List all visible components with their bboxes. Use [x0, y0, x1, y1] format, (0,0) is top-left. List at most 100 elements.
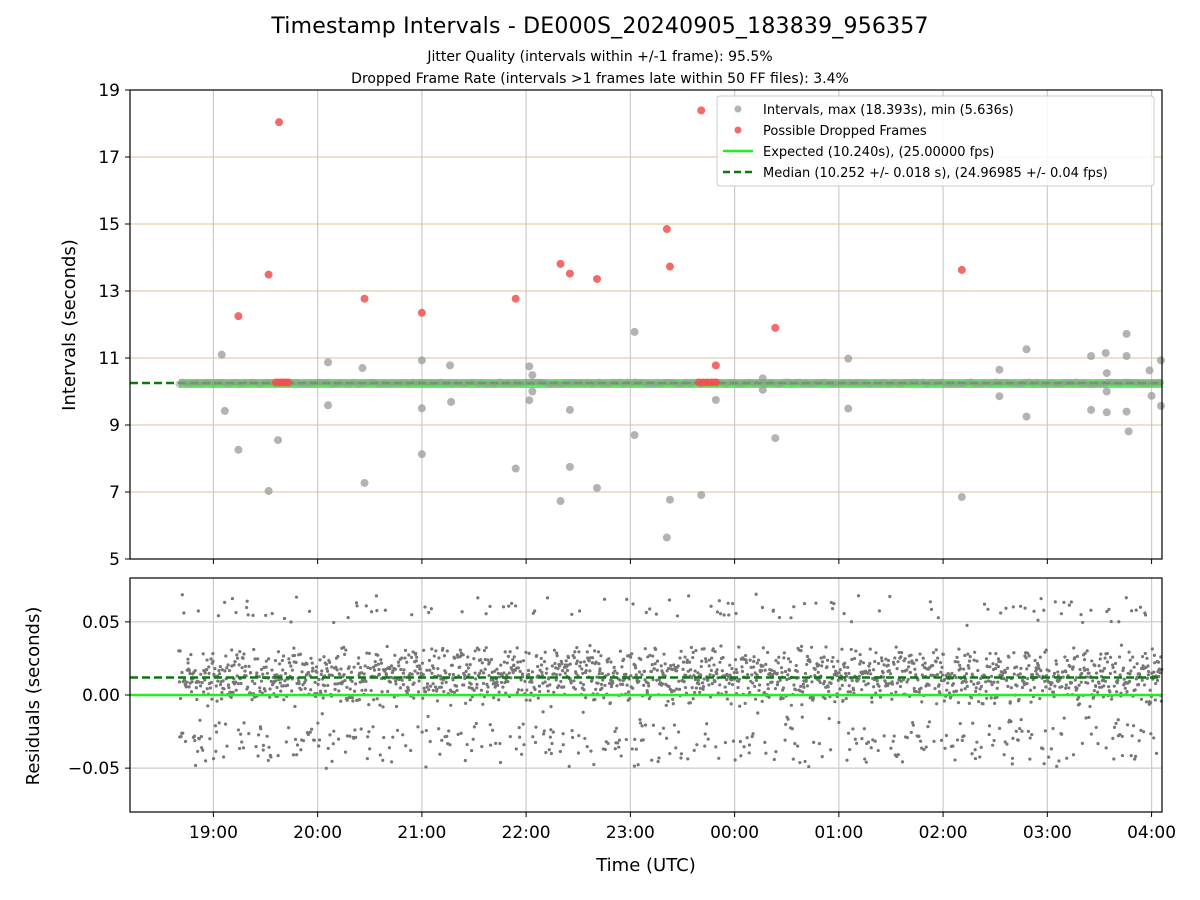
residual-point	[410, 672, 414, 676]
residual-point	[774, 658, 778, 663]
residual-point	[463, 673, 467, 677]
interval-point	[417, 404, 426, 413]
residual-point	[991, 662, 995, 666]
residual-point	[492, 696, 496, 700]
residual-point	[875, 679, 879, 683]
residual-point	[508, 650, 512, 654]
legend: Intervals, max (18.393s), min (5.636s) P…	[716, 95, 1155, 187]
residual-point	[1107, 685, 1111, 689]
residual-point	[776, 680, 780, 684]
residual-point	[870, 696, 874, 700]
residual-point	[486, 685, 490, 689]
residual-point	[1048, 687, 1052, 691]
residual-point	[587, 659, 591, 663]
residual-point	[1078, 667, 1082, 672]
residual-point	[1036, 663, 1040, 667]
residual-point	[280, 658, 284, 663]
residual-point	[240, 666, 244, 670]
residual-point	[371, 665, 376, 669]
residual-point	[330, 665, 334, 669]
residual-point	[216, 679, 220, 683]
residual-point	[972, 682, 976, 686]
residual-point	[1018, 672, 1022, 676]
residual-point	[389, 664, 394, 668]
residual-point	[809, 645, 814, 649]
residual-point	[956, 701, 961, 705]
residual-point	[474, 677, 478, 681]
residual-point	[421, 673, 425, 677]
residual-point	[737, 677, 741, 681]
residual-point	[967, 701, 971, 705]
residual-point	[436, 667, 440, 671]
residual-point	[693, 690, 697, 695]
residual-point	[706, 737, 710, 741]
residual-point	[724, 690, 728, 694]
residual-point	[501, 685, 505, 689]
residual-point	[547, 676, 551, 680]
residual-point	[831, 665, 836, 669]
residual-point	[333, 682, 337, 686]
residual-point	[519, 752, 524, 756]
residual-point	[718, 612, 723, 616]
residual-point	[915, 658, 919, 662]
residual-point	[789, 703, 793, 707]
residual-point	[1109, 697, 1114, 701]
residual-point	[552, 648, 557, 652]
residual-point	[568, 662, 572, 666]
residual-point	[365, 651, 369, 655]
residual-point	[889, 746, 893, 750]
residual-point	[1075, 654, 1080, 658]
residual-point	[342, 673, 346, 677]
residual-point	[235, 653, 239, 657]
residual-point	[533, 609, 537, 613]
residual-point	[900, 669, 905, 673]
residual-point	[224, 654, 228, 658]
residual-point	[984, 680, 988, 684]
residual-point	[842, 611, 846, 616]
residual-point	[442, 689, 446, 694]
residual-point	[240, 740, 244, 744]
residual-point	[1135, 675, 1139, 679]
residual-point	[995, 695, 999, 699]
residual-point	[317, 738, 322, 742]
residual-point	[637, 670, 642, 674]
residual-point	[223, 669, 227, 673]
residual-point	[871, 668, 876, 672]
residual-point	[404, 744, 408, 748]
residual-point	[955, 655, 959, 660]
residual-point	[450, 690, 454, 694]
residual-point	[406, 688, 411, 692]
residual-point	[940, 673, 945, 677]
interval-point	[1087, 405, 1096, 414]
residual-point	[200, 680, 204, 685]
residual-point	[678, 656, 682, 660]
residual-point	[702, 677, 706, 681]
residual-point	[926, 725, 930, 729]
residual-point	[378, 753, 382, 757]
residual-point	[448, 743, 452, 747]
residual-point	[1130, 734, 1134, 738]
residual-point	[781, 696, 785, 700]
residual-point	[1060, 732, 1064, 736]
residual-point	[885, 683, 890, 688]
residual-point	[403, 675, 407, 679]
residual-point	[314, 665, 319, 669]
interval-point	[844, 404, 853, 413]
residual-point	[1128, 672, 1132, 676]
top-y-axis-label: Intervals (seconds)	[59, 239, 80, 411]
residual-point	[969, 696, 974, 700]
residual-point	[279, 689, 283, 693]
residual-point	[418, 667, 422, 671]
residual-point	[879, 656, 884, 660]
residual-point	[432, 654, 436, 658]
residual-point	[1145, 676, 1149, 680]
x-tick-label: 19:00	[189, 823, 238, 843]
residual-point	[275, 673, 279, 677]
residual-point	[462, 683, 466, 687]
residual-point	[790, 727, 794, 731]
residual-point	[508, 735, 512, 739]
residual-point	[788, 660, 792, 664]
residual-point	[427, 658, 431, 663]
residual-point	[755, 661, 759, 665]
residual-point	[237, 746, 242, 751]
